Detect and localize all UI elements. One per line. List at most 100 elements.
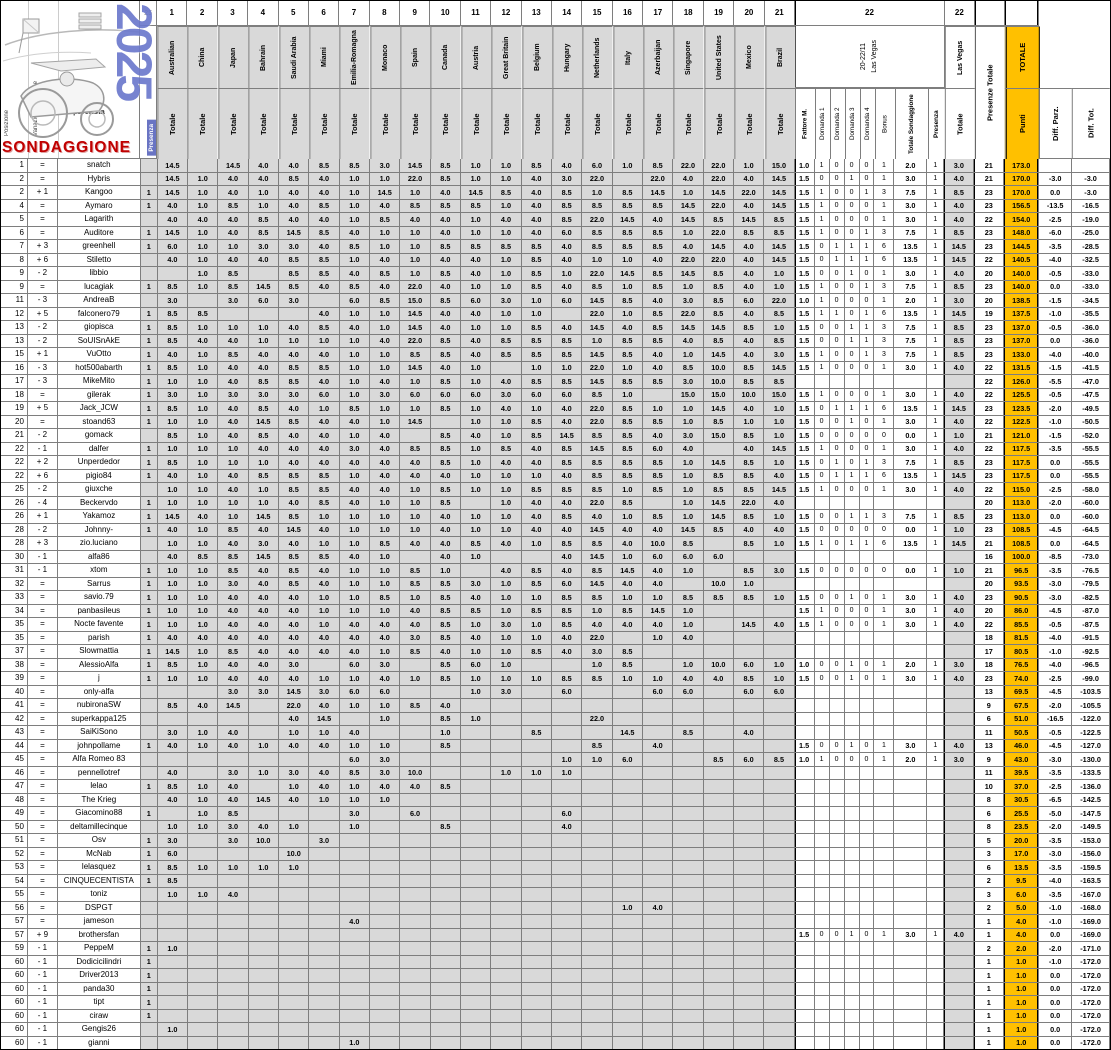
domanda-4-score: 1 (859, 402, 875, 416)
race-score: 1.0 (642, 402, 674, 416)
race-score: 14.5 (400, 307, 431, 321)
las-vegas-totale-label: Totale (944, 88, 975, 159)
table-header: Posizione Variazione posizione Autoparer… (1, 1, 1110, 159)
domanda-4-score (859, 861, 875, 875)
punti-total: 96.5 (1004, 564, 1040, 578)
race-score: 8.5 (370, 294, 401, 308)
race-score: 4.0 (248, 442, 280, 456)
race-score (703, 942, 734, 956)
table-row: 35 = Nocte favente 1 1.0 1.0 4.0 4.0 4.0 1.0 4.0 4.… (1, 618, 1110, 632)
race-score: 1.0 (339, 199, 371, 213)
race-score: 14.5 (552, 429, 583, 443)
diff-parziale: -4.5 (1039, 604, 1073, 618)
totale-sondaggione-score: 2.0 (894, 159, 928, 173)
player-name: nubironaSW (57, 699, 141, 713)
race-score: 4.0 (582, 618, 613, 632)
race-score: 1.0 (461, 712, 492, 726)
race-score: 1.0 (764, 321, 795, 335)
player-name: McNab (57, 847, 141, 861)
domanda-4-score: 0 (859, 753, 875, 767)
bonus-score: 1 (874, 672, 895, 686)
race-number: 13 (521, 1, 552, 26)
las-vegas-total (944, 1036, 975, 1049)
domanda-1-score: 1 (814, 159, 830, 173)
race-score: 8.5 (188, 307, 219, 321)
race-score (430, 415, 462, 429)
sondaggione-title: SONDAGGIONE (2, 139, 131, 156)
race-score: 22.0 (400, 334, 431, 348)
presenze-totale-value: 5 (974, 834, 1005, 848)
race-score: 4.0 (309, 577, 340, 591)
punti-total: 173.0 (1004, 159, 1040, 173)
fattore-m-score (794, 820, 815, 834)
variation-cell: - 2 (27, 267, 58, 281)
totale-sondaggione-score: 7.5 (894, 186, 928, 200)
domanda-1-score (814, 834, 830, 848)
race-score (400, 915, 431, 929)
totale-sondaggione-score (894, 820, 928, 834)
table-row: 60- 1 Driver2013 1 1 1.0 0.0 -172.0 (1, 969, 1110, 983)
variation-cell: = (27, 280, 58, 294)
position-cell: 46 (1, 766, 28, 780)
race-score (764, 874, 795, 888)
race-score (703, 1023, 734, 1037)
race-score: 14.5 (673, 523, 704, 537)
race-score: 4.0 (188, 631, 219, 645)
race-score: 14.5 (582, 294, 613, 308)
domanda-1-score: 0 (814, 402, 830, 416)
race-score: 4.0 (309, 523, 340, 537)
fattore-m-score (795, 1036, 815, 1049)
race-score (521, 712, 552, 726)
player-name: greenhell (57, 240, 141, 254)
race-score: 4.0 (552, 645, 583, 659)
domanda-4-score: 0 (859, 591, 875, 605)
domanda-2-score (829, 375, 845, 389)
race-score: 4.0 (733, 253, 765, 267)
punti-total: 100.0 (1004, 550, 1040, 564)
race-score (370, 888, 401, 902)
las-vegas-total (944, 699, 975, 713)
race-score: 1.0 (461, 469, 492, 483)
presenza-sondaggione-score (927, 888, 945, 902)
race-score (612, 685, 643, 699)
race-score (703, 645, 734, 659)
race-score: 1.0 (339, 307, 371, 321)
race-score: 1.0 (491, 253, 522, 267)
race-score: 8.5 (582, 564, 613, 578)
race-totale-label: Totale (248, 88, 279, 159)
race-score (461, 969, 492, 983)
domanda-3-score (844, 874, 860, 888)
race-score: 15.0 (764, 159, 795, 173)
race-score (370, 901, 401, 915)
race-score (218, 874, 249, 888)
fattore-m-score: 1.5 (794, 618, 815, 632)
race-score (582, 888, 613, 902)
race-score: 8.5 (370, 537, 401, 551)
table-row: 57 + 9 brothersfan 1.5 0 0 1 0 1 3.0 1 4.0 1 4.0 0.0 -1… (1, 928, 1110, 942)
race-score: 1.0 (491, 415, 522, 429)
race-score: 8.5 (157, 361, 189, 375)
bonus-score: 3 (874, 334, 895, 348)
race-score (703, 874, 734, 888)
las-vegas-total: 4.0 (944, 442, 975, 456)
table-row: 21- 2 gomack 8.5 1.0 4.0 8.5 4.0 4.0 1.0 4.0 8.5 4.… (1, 429, 1110, 443)
race-score: 8.5 (552, 186, 583, 200)
race-score (673, 739, 704, 753)
position-cell: 42 (1, 712, 28, 726)
variation-cell: - 1 (27, 564, 58, 578)
race-score: 3.0 (400, 631, 431, 645)
presenze-totale-spacer (974, 1, 1005, 26)
domanda-3-score (844, 834, 860, 848)
race-score: 1.0 (157, 942, 189, 956)
table-row: 51 = Osv 1 3.0 3.0 10.0 3.0 5 20.0 -3.5 -153.0 (1, 834, 1110, 848)
race-score: 8.5 (642, 334, 674, 348)
race-score: 14.5 (733, 618, 765, 632)
position-cell: 22 (1, 469, 28, 483)
race-score (673, 699, 704, 713)
race-score: 3.0 (491, 618, 522, 632)
race-score: 4.0 (430, 280, 462, 294)
race-score: 6.0 (157, 240, 189, 254)
position-cell: 44 (1, 739, 28, 753)
player-name: lelasquez (57, 861, 141, 875)
race-score: 8.5 (764, 334, 795, 348)
